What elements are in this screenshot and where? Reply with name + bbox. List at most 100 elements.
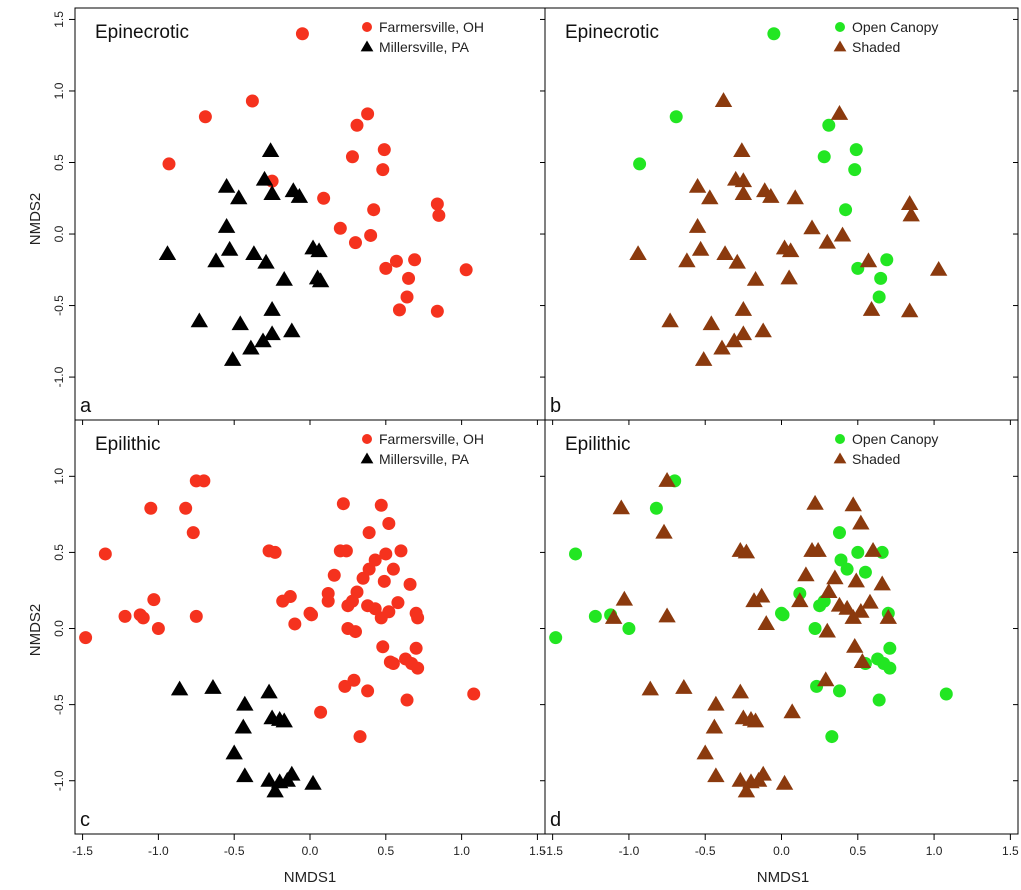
legend-label: Farmersville, OH	[379, 19, 484, 35]
data-point	[386, 562, 400, 576]
data-point	[79, 631, 93, 645]
data-point	[408, 253, 422, 267]
data-point	[851, 545, 865, 559]
data-point	[263, 325, 281, 341]
data-point	[791, 592, 809, 608]
data-point	[786, 189, 804, 205]
data-point	[830, 105, 849, 120]
data-point	[615, 590, 634, 606]
data-point	[859, 252, 878, 268]
legend-label: Millersville, PA	[379, 451, 470, 467]
data-point	[641, 680, 659, 696]
data-point	[862, 301, 881, 316]
data-point	[846, 637, 864, 653]
data-point	[900, 195, 919, 210]
data-point	[339, 544, 353, 558]
data-point	[382, 517, 396, 530]
y-tick-label: 0.0	[52, 225, 66, 242]
x-tick-label: -0.5	[695, 844, 716, 858]
data-point	[257, 253, 275, 269]
y-axis-title-bottom: NMDS2	[27, 604, 44, 657]
panel-letter: a	[80, 395, 92, 417]
x-tick-label: 0.5	[849, 844, 866, 858]
data-point	[734, 172, 753, 188]
y-tick-label: 0.0	[52, 620, 66, 637]
data-point	[783, 703, 801, 719]
data-point	[350, 118, 364, 132]
data-point	[327, 568, 341, 582]
data-point	[411, 661, 425, 675]
x-tick-label: -1.5	[72, 844, 93, 858]
data-point	[311, 272, 330, 288]
data-point	[820, 583, 838, 598]
data-point	[825, 730, 839, 744]
data-point	[678, 252, 696, 268]
x-tick-label: -1.0	[619, 844, 640, 858]
data-point	[263, 185, 281, 200]
data-point	[852, 602, 870, 618]
data-point	[158, 245, 177, 261]
data-point	[394, 544, 408, 558]
panel-title: Epinecrotic	[565, 22, 659, 43]
data-point	[861, 593, 879, 609]
data-point	[467, 687, 481, 701]
data-point	[179, 501, 193, 515]
data-point	[147, 593, 161, 607]
data-point	[430, 197, 444, 211]
data-point	[762, 187, 780, 203]
data-point	[822, 118, 836, 132]
data-point	[675, 679, 693, 694]
data-point	[874, 271, 888, 285]
y-tick-label: -0.5	[52, 694, 66, 715]
data-point	[588, 609, 602, 623]
data-point	[629, 245, 647, 261]
data-point	[432, 208, 446, 222]
data-point	[701, 189, 719, 205]
y-tick-label: 1.5	[52, 11, 66, 28]
data-point	[754, 765, 772, 781]
data-point	[362, 526, 376, 540]
data-point	[731, 683, 750, 699]
data-point	[389, 254, 403, 268]
data-point	[929, 260, 948, 276]
data-point	[305, 608, 319, 622]
x-tick-label: -1.5	[542, 844, 563, 858]
x-axis-title-left: NMDS1	[284, 869, 337, 886]
panel-title: Epilithic	[565, 434, 630, 455]
data-point	[290, 187, 309, 203]
legend-label: Shaded	[852, 451, 900, 467]
data-point	[379, 261, 393, 275]
data-point	[386, 657, 400, 671]
data-point	[840, 562, 854, 576]
data-point	[853, 653, 872, 668]
data-point	[707, 767, 725, 783]
data-point	[225, 744, 243, 760]
data-point	[223, 351, 242, 366]
data-point	[350, 585, 364, 599]
data-point	[283, 590, 297, 604]
x-tick-label: 0.0	[773, 844, 790, 858]
data-point	[317, 191, 331, 205]
data-point	[170, 680, 189, 696]
data-point	[847, 572, 865, 588]
data-point	[746, 270, 765, 286]
data-point	[737, 782, 756, 798]
data-point	[255, 170, 274, 186]
data-point	[734, 325, 753, 341]
data-point	[622, 622, 636, 636]
data-point	[873, 575, 891, 591]
x-tick-label: 1.0	[453, 844, 470, 858]
data-point	[752, 587, 771, 603]
data-point	[400, 290, 414, 304]
data-point	[376, 640, 390, 654]
data-point	[382, 605, 396, 619]
data-point	[391, 596, 405, 610]
data-point	[806, 494, 824, 510]
data-point	[694, 351, 713, 366]
data-point	[361, 684, 375, 698]
data-point	[849, 143, 863, 157]
x-tick-label: 0.5	[377, 844, 394, 858]
data-point	[714, 92, 733, 107]
data-point	[839, 203, 853, 217]
